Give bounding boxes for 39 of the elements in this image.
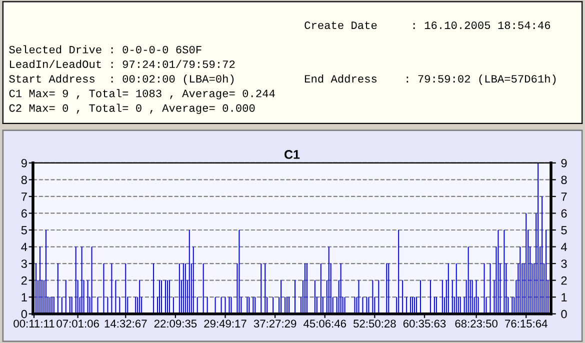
- x-tick-label: 68:23:50: [455, 320, 498, 328]
- y2-tick-label: 5: [561, 226, 567, 234]
- chart-title: C1: [284, 150, 300, 159]
- y2-tick-label: 4: [561, 242, 567, 252]
- y2-tick-label: 0: [561, 310, 567, 318]
- x-tick-label: 37:27:29: [254, 320, 296, 328]
- y2-tick-label: 3: [561, 260, 567, 268]
- x-tick-label: 45:06:46: [304, 320, 346, 328]
- y2-tick-label: 1: [562, 293, 567, 302]
- y-tick-label: 8: [21, 176, 27, 184]
- text: Start Address : 00:02:00 (LBA=0h): [9, 74, 234, 85]
- x-tick-label: 00:11:11: [14, 320, 54, 328]
- y-tick-label: 7: [21, 192, 27, 201]
- text: End Address : 79:59:02 (LBA=57D61h): [304, 74, 556, 85]
- x-tick-label: 76:15:64: [505, 320, 548, 328]
- y2-tick-label: 2: [561, 276, 567, 285]
- y-tick-label: 0: [21, 310, 27, 318]
- y2-tick-label: 8: [561, 176, 567, 184]
- x-tick-label: 14:32:67: [104, 320, 147, 328]
- text: C1 Max= 9 , Total= 1083 , Average= 0.244: [9, 89, 275, 100]
- y2-tick-label: 9: [561, 158, 567, 168]
- text: C2 Max= 0 , Total= 0 , Average= 0.000: [9, 104, 255, 114]
- y2-tick-label: 7: [561, 192, 567, 201]
- x-tick-label: 52:50:28: [354, 320, 396, 328]
- y-tick-label: 2: [21, 276, 27, 285]
- text: Selected Drive : 0-0-0-0 6S0F: [9, 45, 202, 54]
- y-tick-label: 3: [21, 260, 27, 268]
- y-tick-label: 6: [21, 209, 27, 218]
- text: Create Date : 16.10.2005 18:54:46: [304, 22, 550, 30]
- y-tick-label: 9: [21, 158, 27, 168]
- x-tick-label: 22:09:35: [154, 320, 197, 328]
- y-tick-label: 4: [21, 242, 28, 252]
- x-tick-label: 07:01:06: [56, 320, 99, 328]
- y-tick-label: 5: [21, 226, 27, 234]
- x-tick-label: 29:49:17: [204, 320, 246, 328]
- x-tick-label: 60:35:63: [403, 320, 446, 328]
- y-tick-label: 1: [22, 293, 27, 302]
- y2-tick-label: 6: [561, 209, 567, 218]
- text: LeadIn/LeadOut : 97:24:01/79:59:72: [10, 60, 235, 68]
